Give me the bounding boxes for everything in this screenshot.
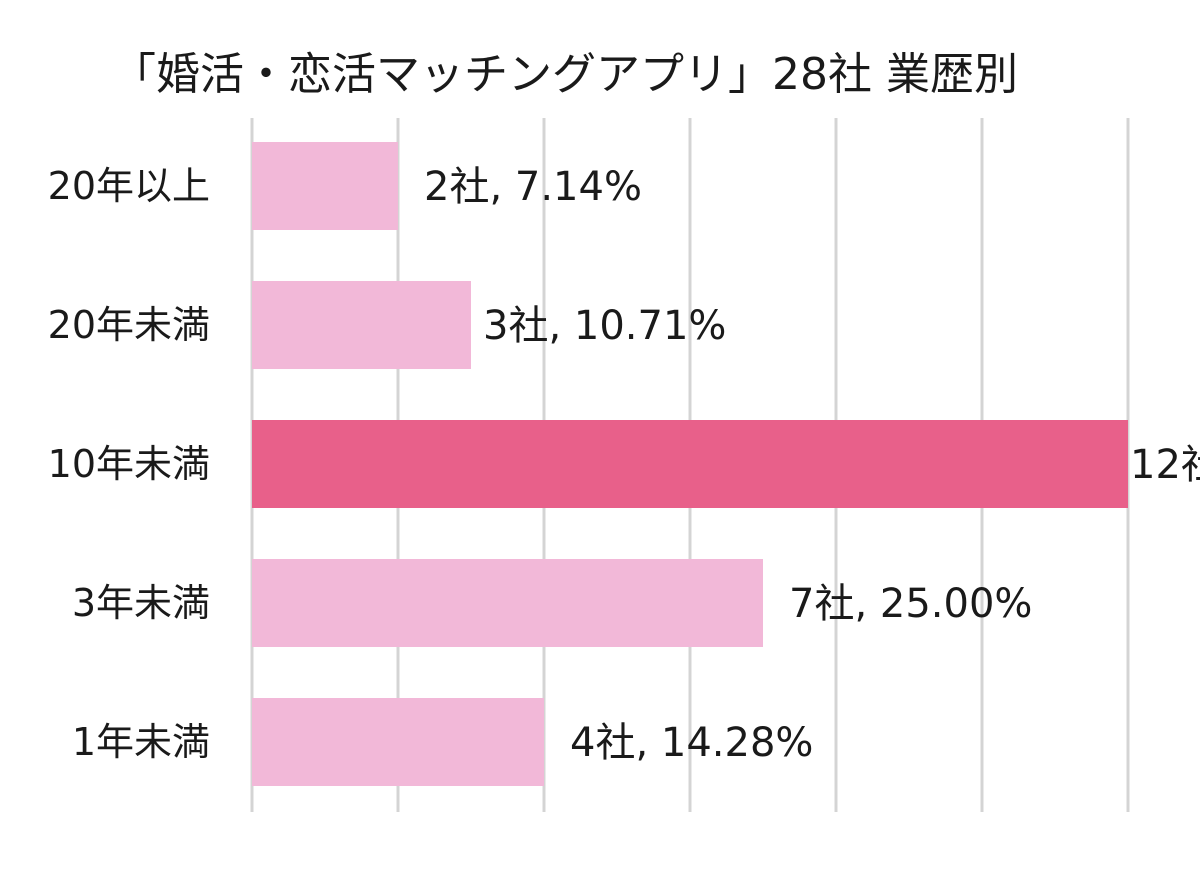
data-label: 3社, 10.71% [483,303,726,349]
bar [252,559,763,647]
category-label: 3年未満 [72,581,210,625]
category-label: 20年以上 [48,164,210,208]
category-label: 20年未満 [48,303,210,347]
data-label: 4社, 14.28% [570,720,813,766]
category-label: 10年未満 [48,442,210,486]
data-label: 12社, 42.85% [1130,442,1200,488]
category-label: 1年未満 [72,720,210,764]
data-label: 2社, 7.14% [424,164,642,210]
data-label: 7社, 25.00% [789,581,1032,627]
bar [252,142,398,230]
bar [252,698,544,786]
bar [252,281,471,369]
bar [252,420,1128,508]
chart-title: 「婚活・恋活マッチングアプリ」28社 業歴別 [112,49,1018,100]
